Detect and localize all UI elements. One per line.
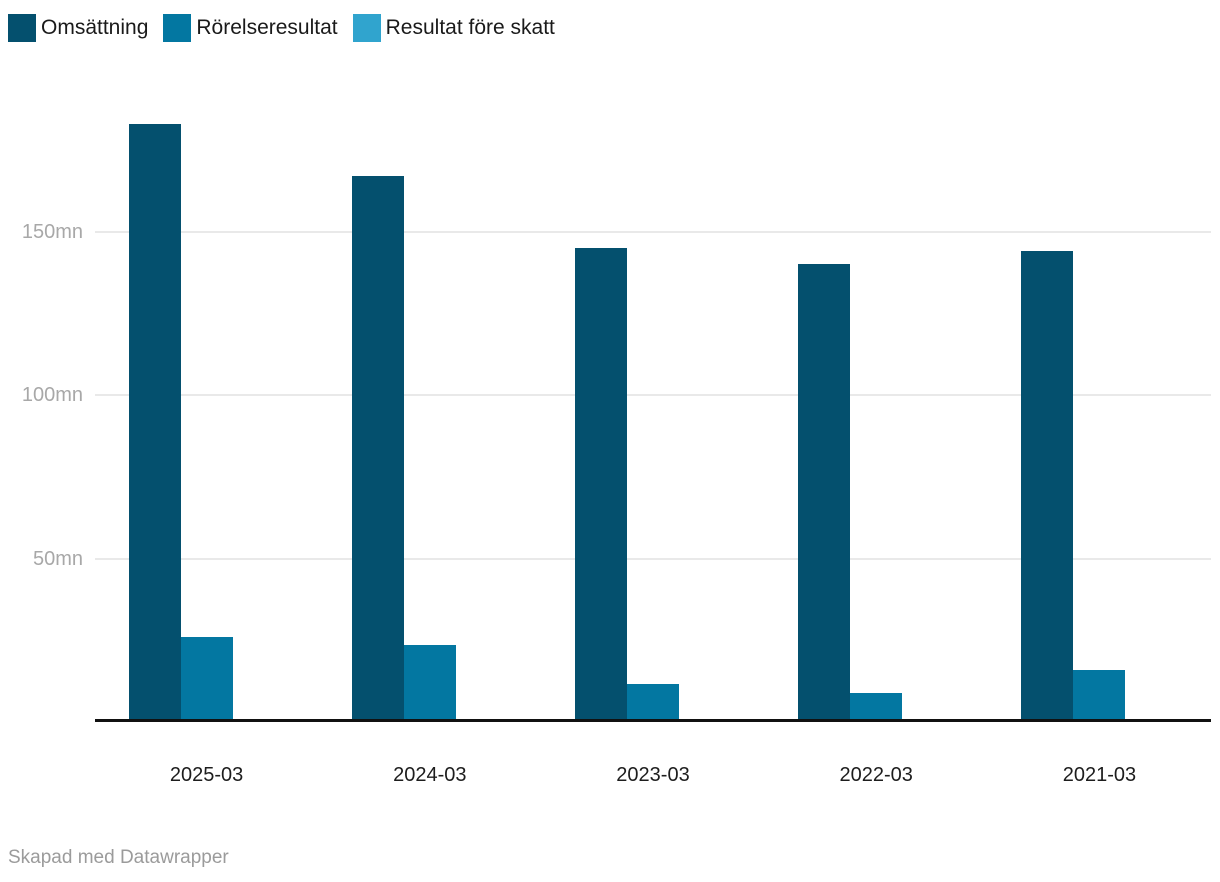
bar-cluster-2023-03 — [575, 68, 731, 722]
y-tick-label-150: 150mn — [21, 220, 83, 243]
bar-group-2025-03 — [95, 68, 318, 722]
bar-slot-rorelseresultat-2022-03 — [850, 68, 903, 722]
bar-slot-resultat-fore-skatt-2024-03 — [456, 68, 508, 722]
legend-label-resultat-fore-skatt: Resultat före skatt — [385, 16, 555, 39]
y-tick-label-50: 50mn — [32, 547, 83, 570]
bar-cluster-2022-03 — [798, 68, 954, 722]
bar-slot-omsattning-2025-03 — [128, 68, 181, 722]
bar-group-2022-03 — [765, 68, 988, 722]
x-tick-2024-03: 2024-03 — [393, 764, 467, 786]
chart-legend: Omsättning Rörelseresultat Resultat före s… — [8, 14, 555, 42]
legend-item-rorelseresultat: Rörelseresultat — [163, 14, 338, 42]
bar-slot-rorelseresultat-2024-03 — [403, 68, 456, 722]
bar-slot-omsattning-2024-03 — [351, 68, 404, 722]
bar-omsattning-2024-03 — [351, 175, 404, 722]
bar-slot-resultat-fore-skatt-2021-03 — [1125, 68, 1177, 722]
bar-group-2024-03 — [318, 68, 541, 722]
gridline-100 — [95, 394, 1211, 396]
legend-item-omsattning: Omsättning — [8, 14, 148, 42]
gridline-50 — [95, 557, 1211, 560]
bar-slot-resultat-fore-skatt-2022-03 — [902, 68, 954, 722]
bar-slot-resultat-fore-skatt-2023-03 — [679, 68, 731, 722]
x-axis-line — [95, 719, 1211, 722]
legend-swatch-resultat-fore-skatt — [352, 14, 381, 42]
bar-slot-rorelseresultat-2023-03 — [627, 68, 679, 722]
bar-omsattning-2023-03 — [575, 247, 627, 722]
bar-group-2021-03 — [988, 68, 1211, 722]
bar-cluster-2025-03 — [128, 68, 285, 722]
bar-rorelseresultat-2021-03 — [1073, 669, 1126, 722]
gridline-150 — [95, 230, 1211, 233]
plot-area: 50mn 100mn 150mn — [0, 68, 1220, 722]
chart-credit: Skapad med Datawrapper — [8, 846, 229, 870]
credit-text: Skapad med Datawrapper — [8, 847, 229, 868]
x-axis-labels: 2025-03 2024-03 2023-03 2022-03 2021-03 — [95, 763, 1211, 787]
x-tick-2021-03: 2021-03 — [1062, 764, 1137, 786]
x-tick-2022-03: 2022-03 — [839, 764, 913, 786]
bar-cluster-2024-03 — [351, 68, 508, 722]
bar-slot-resultat-fore-skatt-2025-03 — [233, 68, 285, 722]
bar-rorelseresultat-2022-03 — [850, 692, 903, 722]
legend-swatch-omsattning — [8, 14, 36, 42]
x-tick-2025-03: 2025-03 — [169, 764, 244, 786]
bar-rorelseresultat-2024-03 — [403, 645, 456, 722]
bar-slot-omsattning-2021-03 — [1021, 68, 1074, 722]
bar-rorelseresultat-2025-03 — [180, 636, 233, 722]
legend-label-rorelseresultat: Rörelseresultat — [196, 16, 338, 39]
x-tick-2023-03: 2023-03 — [616, 764, 690, 786]
bar-group-2023-03 — [541, 68, 764, 722]
legend-item-resultat-fore-skatt: Resultat före skatt — [352, 14, 555, 42]
bar-slot-omsattning-2022-03 — [798, 68, 851, 722]
bar-omsattning-2022-03 — [798, 264, 851, 722]
bar-slot-omsattning-2023-03 — [575, 68, 627, 722]
bar-slot-rorelseresultat-2025-03 — [180, 68, 233, 722]
legend-swatch-rorelseresultat — [163, 14, 192, 42]
y-tick-label-100: 100mn — [21, 384, 83, 406]
bar-rorelseresultat-2023-03 — [627, 684, 679, 722]
bar-omsattning-2025-03 — [128, 123, 181, 722]
bar-slot-rorelseresultat-2021-03 — [1073, 68, 1126, 722]
bar-cluster-2021-03 — [1021, 68, 1177, 722]
bar-omsattning-2021-03 — [1021, 251, 1074, 722]
legend-label-omsattning: Omsättning — [41, 16, 149, 39]
bar-groups — [95, 68, 1211, 722]
